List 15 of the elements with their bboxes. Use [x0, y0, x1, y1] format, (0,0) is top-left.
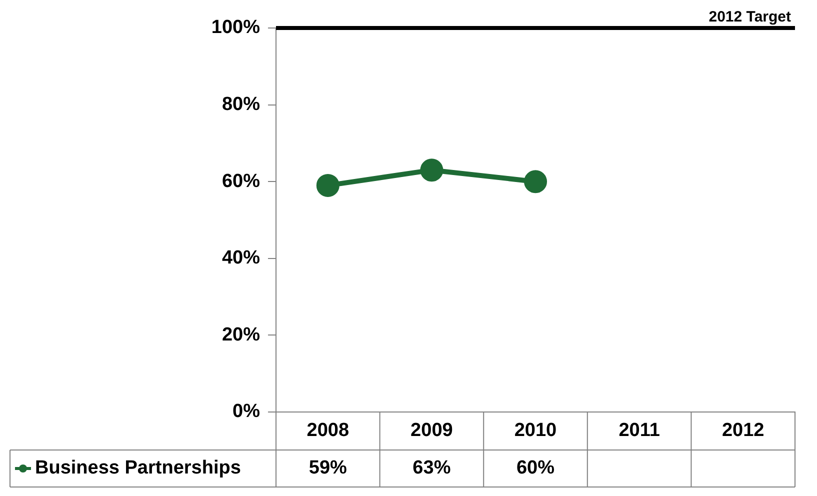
point — [316, 174, 340, 197]
y-tick-label: 80% — [222, 94, 260, 116]
y-tick-label: 40% — [222, 248, 260, 269]
x-tick-label: 2011 — [618, 420, 660, 442]
x-tick-label: 2008 — [306, 420, 350, 442]
x-tick-label: 2010 — [514, 420, 557, 442]
x-tick-label: 2009 — [410, 420, 453, 442]
y-tick-label: 20% — [222, 324, 260, 346]
point — [420, 158, 444, 182]
y-tick-label: 0% — [232, 401, 260, 422]
point — [524, 170, 547, 194]
ref-line-label: 2012 Target — [708, 8, 792, 26]
y-tick-label: 60% — [222, 170, 260, 192]
y-tick-label: 100% — [211, 17, 260, 38]
x-tick-label: 2012 — [722, 420, 764, 442]
